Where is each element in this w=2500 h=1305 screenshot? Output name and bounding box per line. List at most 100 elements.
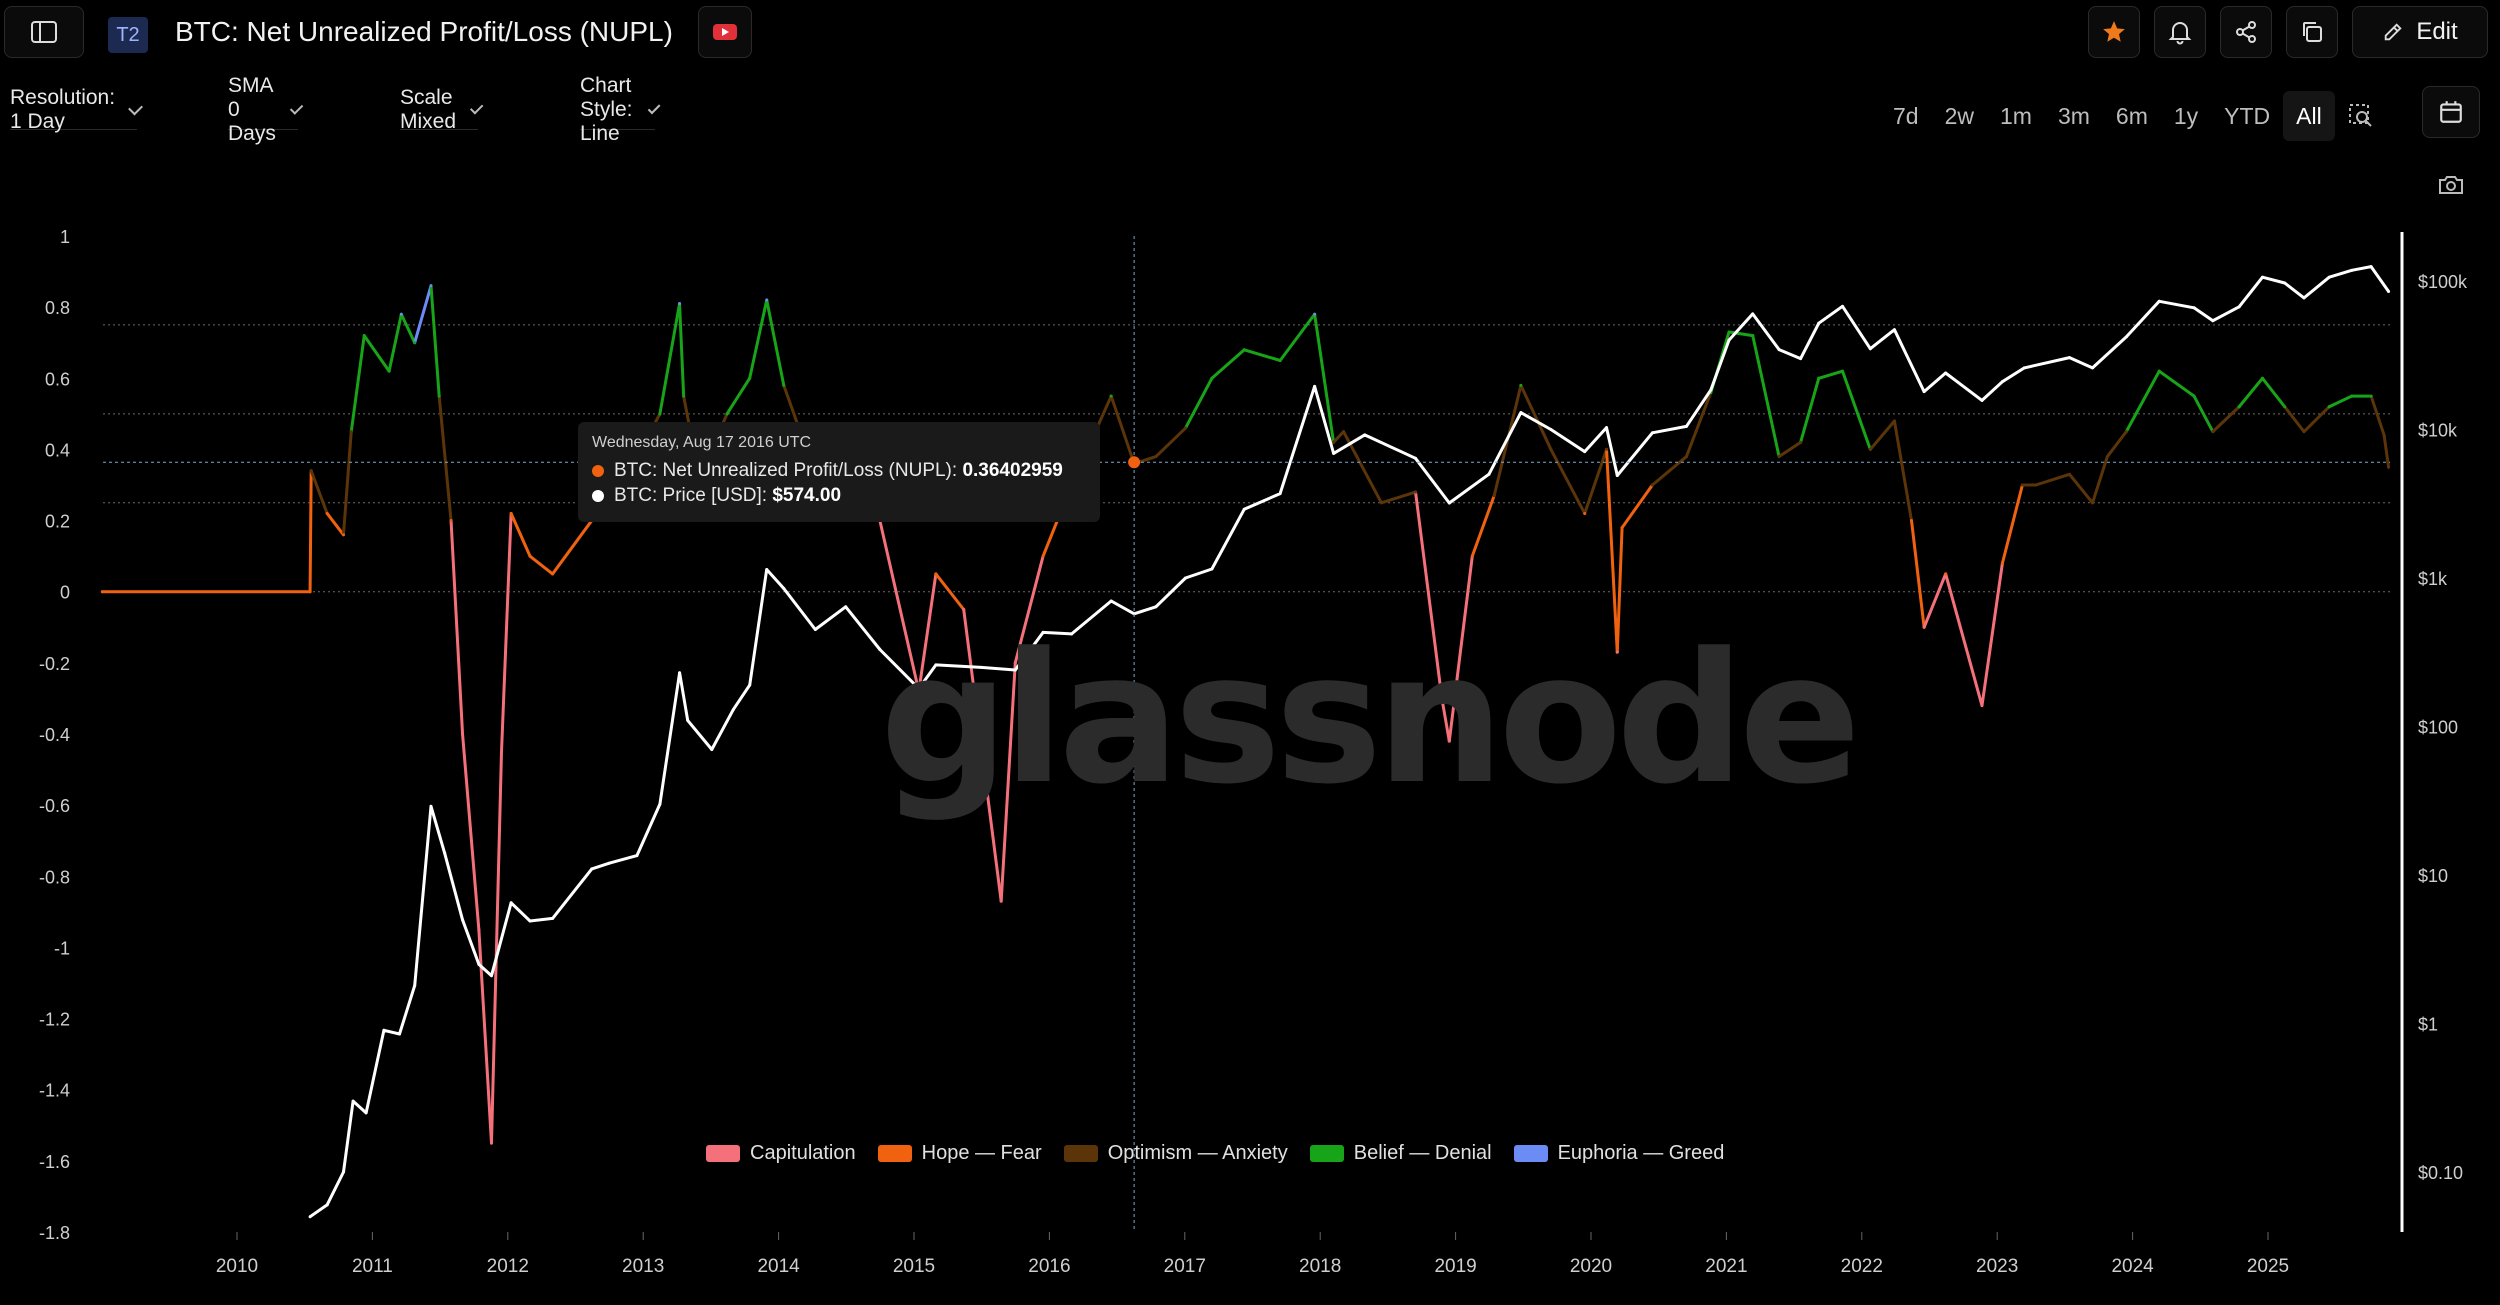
x-tick-label: 2025: [2247, 1256, 2289, 1277]
nupl-point: [2387, 465, 2391, 469]
range-ytd[interactable]: YTD: [2224, 102, 2271, 129]
nupl-point: [1447, 739, 1451, 743]
nupl-segment: [1519, 383, 1553, 451]
price-point: [1650, 431, 1654, 435]
nupl-point: [449, 519, 453, 523]
nupl-point: [999, 899, 1003, 903]
tooltip-nupl-value: 0.36402959: [962, 460, 1063, 481]
legend-item-optimism-anxiety[interactable]: Optimism — Anxiety: [1063, 1142, 1288, 1165]
range-3m[interactable]: 3m: [2057, 102, 2090, 129]
price-point: [413, 984, 417, 988]
nupl-segment: [2260, 376, 2287, 409]
bell-icon: [2168, 22, 2192, 45]
nupl-point: [1242, 348, 1246, 352]
favorite-button[interactable]: [2088, 6, 2140, 58]
screenshot-button[interactable]: [2438, 174, 2464, 201]
range-all[interactable]: All: [2283, 91, 2335, 141]
nupl-segment: [449, 519, 465, 736]
right-y-axis: $100k $10k $1k $100 $10 $1 $0.10: [2418, 272, 2468, 1183]
zoom-select-button[interactable]: [2335, 91, 2387, 141]
price-point: [1313, 384, 1317, 388]
nupl-point: [362, 334, 366, 338]
price-point: [1363, 433, 1367, 437]
scale-dropdown[interactable]: Scale Mixed: [400, 86, 484, 133]
nupl-point: [1470, 554, 1474, 558]
nupl-point: [2369, 394, 2373, 398]
price-point: [1799, 357, 1803, 361]
price-point: [1447, 501, 1451, 505]
nupl-point: [399, 312, 403, 316]
x-tick-label: 2024: [2111, 1256, 2154, 1277]
nupl-point: [528, 554, 532, 558]
legend-item-belief-denial[interactable]: Belief — Denial: [1309, 1142, 1492, 1165]
price-point: [477, 962, 481, 966]
range-1m[interactable]: 1m: [2000, 102, 2032, 129]
legend-label: Capitulation: [750, 1142, 856, 1164]
price-point: [1709, 388, 1713, 392]
nupl-segment: [1154, 426, 1188, 459]
x-tick-label: 2011: [352, 1256, 393, 1277]
price-point: [1549, 428, 1553, 431]
tooltip-date: Wednesday, Aug 17 2016 UTC: [592, 434, 812, 451]
nupl-segment: [1892, 419, 1914, 523]
nupl-segment: [1605, 447, 1619, 654]
sidebar-toggle-button[interactable]: [4, 6, 84, 58]
nupl-segment: [1379, 490, 1418, 505]
left-y-tick-label: -0.6: [39, 796, 70, 816]
sma-dropdown[interactable]: SMA 0 Days: [228, 74, 304, 145]
price-point: [635, 854, 639, 858]
price-point: [2211, 319, 2215, 323]
nupl-segment: [1650, 455, 1688, 487]
nupl-segment: [2124, 369, 2161, 434]
x-tick-label: 2010: [216, 1256, 258, 1277]
date-range-button[interactable]: [2422, 86, 2480, 138]
nupl-point: [658, 412, 662, 416]
page-title: BTC: Net Unrealized Profit/Loss (NUPL): [175, 16, 673, 47]
left-y-tick-label: -1: [54, 938, 70, 958]
legend-item-capitulation[interactable]: Capitulation: [706, 1142, 856, 1165]
nupl-segment: [1615, 526, 1624, 654]
nupl-point: [309, 469, 313, 473]
nupl-point: [2034, 483, 2038, 487]
sidebar-icon: [31, 21, 57, 43]
chart-style-dropdown[interactable]: Chart Style: Line: [580, 74, 661, 145]
price-line: [309, 265, 2390, 1218]
legend-item-hope-fear[interactable]: Hope — Fear: [877, 1142, 1042, 1165]
alert-button[interactable]: [2154, 6, 2206, 58]
right-y-tick-label: $0.10: [2418, 1163, 2463, 1183]
price-point: [2237, 305, 2241, 309]
legend-item-euphoria-greed[interactable]: Euphoria — Greed: [1513, 1142, 1724, 1165]
nupl-segment: [309, 469, 329, 515]
price-series: [308, 265, 2391, 1219]
duplicate-button[interactable]: [2286, 6, 2338, 58]
price-point: [325, 1203, 329, 1207]
price-point: [590, 867, 594, 871]
nupl-point: [1313, 312, 1317, 316]
tooltip-nupl-label: BTC: Net Unrealized Profit/Loss (NUPL):: [614, 460, 963, 481]
nupl-segment: [399, 312, 417, 345]
video-button[interactable]: [698, 6, 752, 58]
range-6m[interactable]: 6m: [2115, 102, 2148, 129]
edit-button[interactable]: Edit: [2352, 6, 2488, 58]
resolution-dropdown[interactable]: Resolution: 1 Day: [10, 86, 143, 133]
nupl-segment: [2105, 430, 2128, 459]
nupl-point: [782, 383, 786, 387]
nupl-segment: [489, 750, 503, 1145]
nupl-point: [1615, 650, 1619, 654]
legend-swatch: [1309, 1145, 1344, 1162]
nupl-point: [1342, 430, 1346, 434]
left-y-tick-label: 0.2: [45, 512, 70, 532]
right-y-tick-label: $100k: [2418, 272, 2468, 292]
edit-label: Edit: [2416, 18, 2458, 45]
share-button[interactable]: [2220, 6, 2272, 58]
range-1y[interactable]: 1y: [2173, 102, 2199, 129]
nupl-point: [1868, 447, 1872, 451]
nupl-point: [1944, 572, 1948, 576]
nupl-point: [429, 284, 433, 288]
nupl-segment: [1184, 376, 1214, 430]
nupl-segment: [1620, 483, 1654, 530]
range-7d[interactable]: 7d: [1893, 102, 1919, 129]
price-point: [658, 802, 662, 806]
range-2w[interactable]: 2w: [1944, 102, 1974, 129]
